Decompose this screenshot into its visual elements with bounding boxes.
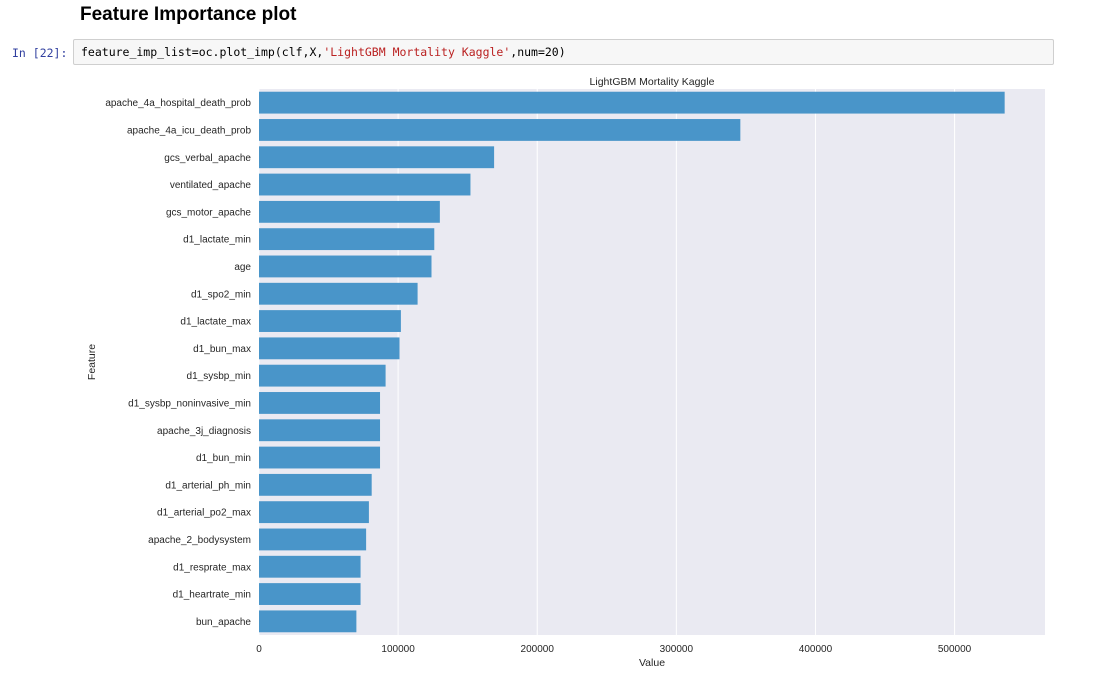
- y-tick-label: d1_lactate_min: [183, 235, 251, 246]
- x-tick-label: 500000: [938, 644, 972, 655]
- y-tick-label: age: [234, 262, 251, 273]
- y-tick-label: d1_lactate_max: [180, 317, 251, 328]
- y-tick-label: d1_arterial_po2_max: [157, 508, 251, 519]
- y-tick-label: d1_spo2_min: [191, 289, 251, 300]
- y-tick-label: ventilated_apache: [170, 180, 252, 191]
- y-tick-label: apache_3j_diagnosis: [157, 426, 251, 437]
- bar: [259, 119, 741, 141]
- cell-prompt: In [22]:: [12, 46, 68, 60]
- bar: [259, 91, 1005, 114]
- bar: [259, 392, 381, 414]
- code-suffix: ,num=20): [510, 45, 566, 59]
- code-text[interactable]: feature_imp_list=oc.plot_imp(clf,X,'Ligh…: [81, 45, 566, 59]
- x-tick-label: 400000: [799, 644, 833, 655]
- y-tick-label: d1_sysbp_noninvasive_min: [128, 398, 251, 409]
- x-axis-label: Value: [639, 657, 665, 669]
- bars: [259, 91, 1005, 633]
- bar: [259, 446, 381, 469]
- bar: [259, 583, 361, 605]
- bar: [259, 473, 372, 496]
- bar: [259, 555, 361, 578]
- y-tick-label: gcs_motor_apache: [166, 207, 251, 218]
- code-string-literal: 'LightGBM Mortality Kaggle': [323, 45, 511, 59]
- code-prefix: feature_imp_list=oc.plot_imp(clf,X,: [81, 45, 324, 59]
- bar: [259, 228, 435, 251]
- bar: [259, 610, 357, 633]
- y-tick-label: gcs_verbal_apache: [164, 153, 251, 164]
- bar: [259, 364, 386, 387]
- code-cell[interactable]: In [22]: feature_imp_list=oc.plot_imp(cl…: [0, 38, 1093, 68]
- y-tick-label: d1_resprate_max: [173, 562, 251, 573]
- y-tick-label: apache_2_bodysystem: [148, 535, 251, 546]
- bar: [259, 501, 369, 524]
- y-tick-label: d1_bun_min: [196, 453, 251, 464]
- y-tick-label: d1_arterial_ph_min: [165, 480, 251, 491]
- y-tick-label: apache_4a_icu_death_prob: [127, 125, 251, 136]
- bar: [259, 282, 418, 305]
- y-axis-label: Feature: [86, 344, 98, 380]
- bar: [259, 173, 471, 196]
- bar: [259, 255, 432, 278]
- bar: [259, 337, 400, 360]
- x-tick-labels: 0 100000 200000 300000 400000 500000: [256, 644, 971, 655]
- code-input[interactable]: feature_imp_list=oc.plot_imp(clf,X,'Ligh…: [73, 39, 1054, 65]
- bar: [259, 200, 440, 223]
- y-tick-label: bun_apache: [196, 617, 251, 628]
- x-tick-label: 100000: [381, 644, 415, 655]
- markdown-heading: Feature Importance plot: [80, 4, 297, 25]
- y-tick-label: apache_4a_hospital_death_prob: [105, 98, 251, 109]
- y-tick-labels: apache_4a_hospital_death_prob apache_4a_i…: [105, 98, 251, 628]
- y-tick-label: d1_sysbp_min: [187, 371, 251, 382]
- x-tick-label: 0: [256, 644, 262, 655]
- bar: [259, 310, 401, 332]
- x-tick-label: 300000: [660, 644, 694, 655]
- plot-area: [259, 89, 1045, 635]
- chart-title: LightGBM Mortality Kaggle: [590, 76, 715, 88]
- bar: [259, 528, 367, 551]
- x-tick-label: 200000: [521, 644, 555, 655]
- y-tick-label: d1_heartrate_min: [173, 590, 251, 601]
- bar: [259, 419, 381, 442]
- bar: [259, 146, 495, 169]
- y-tick-label: d1_bun_max: [193, 344, 251, 355]
